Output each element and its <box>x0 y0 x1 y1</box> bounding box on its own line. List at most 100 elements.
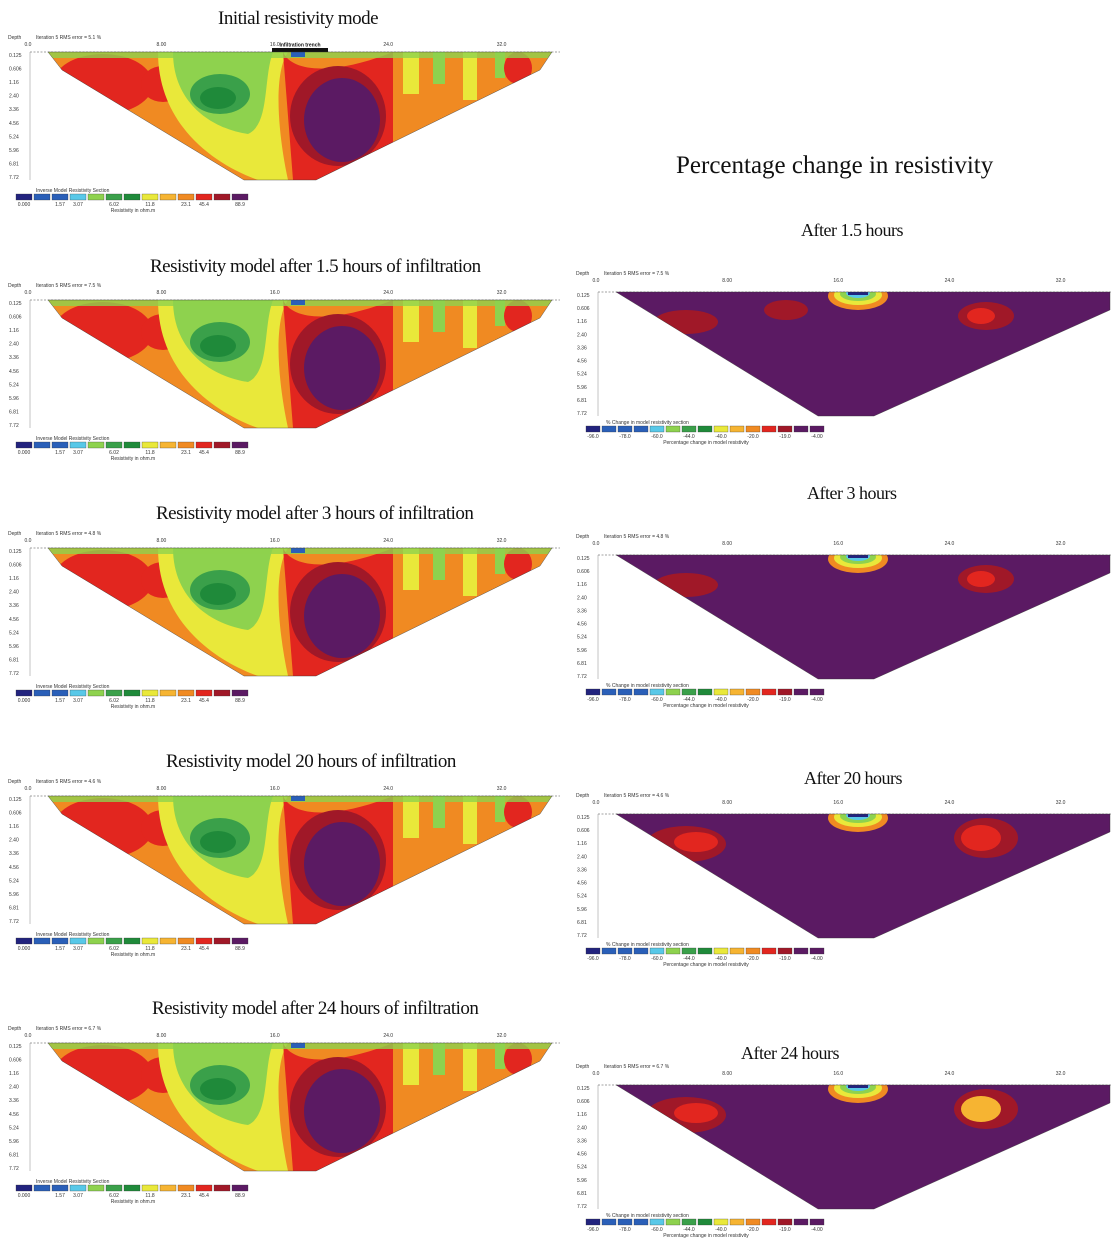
depth-tick-label: 7.72 <box>9 1166 19 1172</box>
depth-tick-label: 6.81 <box>9 657 19 663</box>
legend-swatch <box>213 937 231 945</box>
legend-tick-label: -19.0 <box>779 434 791 440</box>
depth-tick-label: 0.125 <box>577 815 590 821</box>
depth-tick-label: 2.40 <box>9 838 19 844</box>
legend-swatch <box>177 1184 195 1192</box>
legend-swatch <box>69 193 87 201</box>
legend-tick-label: 11.8 <box>145 1193 155 1199</box>
legend-swatch <box>105 937 123 945</box>
left-high-zone <box>53 1045 153 1105</box>
right-green-finger <box>433 796 445 828</box>
depth-tick-label: 0.606 <box>9 563 22 569</box>
legend-unit-label: Resistivity in ohm.m <box>111 456 155 462</box>
percent-change-contours <box>616 1085 1110 1209</box>
legend-tick-label: 1.57 <box>55 450 65 456</box>
legend-swatch <box>69 441 87 449</box>
right-green-finger <box>433 52 445 84</box>
x-tick-label: 16.0 <box>270 290 280 296</box>
legend-tick-label: -4.00 <box>811 697 823 703</box>
rms-error-header: Iteration 5 RMS error = 7.5 % <box>604 271 670 277</box>
depth-tick-label: 4.56 <box>9 865 19 871</box>
legend-swatch <box>105 689 123 697</box>
darkgreen-zone <box>200 583 236 605</box>
legend-swatch <box>633 688 649 696</box>
right-yellow-finger <box>403 300 419 342</box>
legend-swatch <box>729 947 745 955</box>
legend-swatch <box>177 441 195 449</box>
legend-swatch <box>123 193 141 201</box>
depth-tick-label: 5.96 <box>577 648 587 654</box>
legend-tick-label: -44.0 <box>683 434 695 440</box>
legend-tick-label: 45.4 <box>199 1193 209 1199</box>
depth-tick-label: 7.72 <box>9 671 19 677</box>
rms-error-header: Iteration 5 RMS error = 7.5 % <box>36 283 102 289</box>
legend-swatch <box>231 441 249 449</box>
legend-tick-label: 45.4 <box>199 946 209 952</box>
legend-swatch <box>777 1218 793 1226</box>
legend-tick-label: -96.0 <box>587 1227 599 1233</box>
section-outline <box>615 1084 1111 1210</box>
legend-swatch <box>51 193 69 201</box>
legend-tick-label: -40.0 <box>715 697 727 703</box>
depth-tick-label: 5.24 <box>577 372 587 378</box>
section-outline <box>47 547 553 677</box>
legend-tick-label: -60.0 <box>651 956 663 962</box>
depth-tick-label: 7.72 <box>9 919 19 925</box>
right-strong-change <box>961 825 1001 851</box>
left-high-zone <box>53 54 153 114</box>
legend-swatch <box>745 425 761 433</box>
legend-swatch <box>601 947 617 955</box>
x-tick-label: 16.0 <box>270 786 280 792</box>
depth-tick-label: 5.96 <box>9 1139 19 1145</box>
x-tick-label: 8.00 <box>157 786 167 792</box>
legend-swatch <box>729 425 745 433</box>
depth-tick-label: 5.24 <box>9 382 19 388</box>
legend-swatch <box>213 193 231 201</box>
depth-label: Depth <box>576 271 590 277</box>
depth-tick-label: 6.81 <box>577 1191 587 1197</box>
legend-swatch <box>159 193 177 201</box>
legend-tick-label: 45.4 <box>199 202 209 208</box>
depth-tick-label: 7.72 <box>577 933 587 939</box>
legend-swatch <box>697 688 713 696</box>
x-tick-label: 32.0 <box>497 290 507 296</box>
legend-swatch <box>681 1218 697 1226</box>
rms-error-header: Iteration 5 RMS error = 6.7 % <box>604 1064 670 1070</box>
right-green-finger-2 <box>495 548 505 574</box>
left-title-4: Resistivity model after 24 hours of infi… <box>152 998 479 1019</box>
x-tick-label: 8.00 <box>722 278 732 284</box>
right-green-finger-2 <box>495 300 505 326</box>
legend-title: % Change in model resistivity section <box>606 942 689 948</box>
resistivity-section-svg: Depth Iteration 5 RMS error = 4.6 % 0.0 8.0… <box>8 779 560 958</box>
legend-swatch <box>195 937 213 945</box>
legend-tick-label: 88.9 <box>235 1193 245 1199</box>
depth-tick-label: 5.96 <box>577 385 587 391</box>
surface-blue-patch <box>291 548 305 553</box>
surface-blue-patch <box>291 300 305 305</box>
legend-tick-label: -19.0 <box>779 697 791 703</box>
x-tick-label: 32.0 <box>497 786 507 792</box>
legend-swatch <box>33 441 51 449</box>
depth-tick-label: 1.16 <box>9 80 19 86</box>
resistivity-contours <box>48 796 552 924</box>
legend-unit-label: Resistivity in ohm.m <box>111 952 155 958</box>
legend-swatch <box>793 947 809 955</box>
right-green-finger <box>433 300 445 332</box>
depth-tick-label: 3.36 <box>577 345 587 351</box>
legend-swatch <box>87 441 105 449</box>
resistivity-contours <box>48 300 552 428</box>
depth-tick-label: 3.36 <box>9 603 19 609</box>
legend-tick-label: 11.8 <box>145 946 155 952</box>
depth-tick-label: 0.606 <box>577 1099 590 1105</box>
legend-swatch <box>123 441 141 449</box>
resistivity-section-svg: Depth Iteration 5 RMS error = 7.5 % 0.0 8.0… <box>8 283 560 462</box>
depth-tick-label: 3.36 <box>9 355 19 361</box>
legend-swatch <box>33 689 51 697</box>
legend-swatch <box>761 1218 777 1226</box>
resistivity-contours <box>48 1043 552 1171</box>
legend-title: % Change in model resistivity section <box>606 683 689 689</box>
legend-swatch <box>15 441 33 449</box>
depth-tick-label: 0.606 <box>9 811 22 817</box>
resistivity-section-svg: Depth Iteration 5 RMS error = 5.1 % 0.0 8.0… <box>8 35 560 214</box>
legend-unit-label: Percentage change in model resistivity <box>663 703 749 709</box>
